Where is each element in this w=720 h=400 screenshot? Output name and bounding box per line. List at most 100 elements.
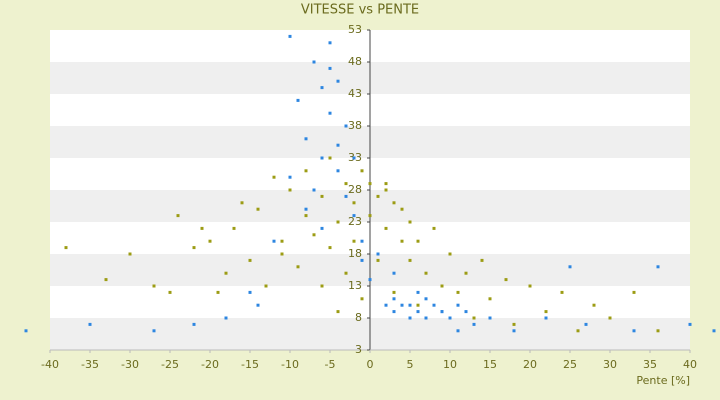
point [400, 207, 404, 211]
point [632, 329, 636, 333]
point [376, 252, 380, 256]
point [320, 86, 324, 90]
x-tick-label: 40 [683, 358, 697, 371]
point [344, 124, 348, 128]
point [264, 284, 268, 288]
point [304, 169, 308, 173]
point [352, 156, 356, 160]
point [272, 175, 276, 179]
point [328, 246, 332, 250]
point [576, 329, 580, 333]
point [656, 329, 660, 333]
point [416, 239, 420, 243]
point [320, 156, 324, 160]
point [392, 297, 396, 301]
point [248, 258, 252, 262]
y-tick-label: 3 [355, 343, 362, 356]
point [504, 278, 508, 282]
point [376, 194, 380, 198]
point [296, 98, 300, 102]
point [344, 182, 348, 186]
point [488, 297, 492, 301]
point [272, 239, 276, 243]
point [360, 258, 364, 262]
point [424, 316, 428, 320]
point [408, 303, 412, 307]
point [192, 246, 196, 250]
x-tick-label: 10 [443, 358, 457, 371]
point [368, 278, 372, 282]
point [480, 258, 484, 262]
point [416, 303, 420, 307]
y-tick-label: 13 [348, 279, 362, 292]
point [608, 316, 612, 320]
point [392, 310, 396, 314]
point [384, 226, 388, 230]
x-tick-label: -40 [41, 358, 59, 371]
point [352, 201, 356, 205]
point [280, 239, 284, 243]
point [240, 201, 244, 205]
point [384, 188, 388, 192]
point [256, 303, 260, 307]
point [256, 207, 260, 211]
point [568, 265, 572, 269]
point [296, 265, 300, 269]
point [320, 194, 324, 198]
x-tick-label: -30 [121, 358, 139, 371]
x-tick-label: -20 [201, 358, 219, 371]
point [528, 284, 532, 288]
point [328, 111, 332, 115]
point [376, 258, 380, 262]
point [168, 290, 172, 294]
point [320, 226, 324, 230]
y-tick-label: 28 [348, 183, 362, 196]
point [352, 239, 356, 243]
point [352, 214, 356, 218]
point [208, 239, 212, 243]
point [688, 322, 692, 326]
point [328, 41, 332, 45]
point [392, 271, 396, 275]
point [312, 60, 316, 64]
point [424, 271, 428, 275]
point [232, 226, 236, 230]
point [360, 239, 364, 243]
chart-title: VITESSE vs PENTE [301, 3, 419, 18]
point [632, 290, 636, 294]
y-tick-label: 53 [348, 23, 362, 36]
y-tick-label: 18 [348, 247, 362, 260]
point [344, 271, 348, 275]
point [384, 303, 388, 307]
x-tick-label: -35 [81, 358, 99, 371]
x-tick-label: 30 [603, 358, 617, 371]
point [224, 271, 228, 275]
point [336, 310, 340, 314]
point [472, 322, 476, 326]
point [448, 252, 452, 256]
point [712, 329, 716, 333]
point [152, 284, 156, 288]
point [392, 290, 396, 294]
point [408, 258, 412, 262]
x-tick-label: 15 [483, 358, 497, 371]
x-axis-label: Pente [%] [636, 374, 690, 387]
point [400, 303, 404, 307]
point [304, 207, 308, 211]
x-tick-label: 25 [563, 358, 577, 371]
point [400, 239, 404, 243]
point [456, 303, 460, 307]
point [440, 310, 444, 314]
point [224, 316, 228, 320]
point [560, 290, 564, 294]
point [336, 220, 340, 224]
point [368, 182, 372, 186]
x-tick-label: -10 [281, 358, 299, 371]
point [488, 316, 492, 320]
point [408, 316, 412, 320]
point [304, 214, 308, 218]
point [432, 303, 436, 307]
point [288, 175, 292, 179]
point [192, 322, 196, 326]
point [368, 214, 372, 218]
